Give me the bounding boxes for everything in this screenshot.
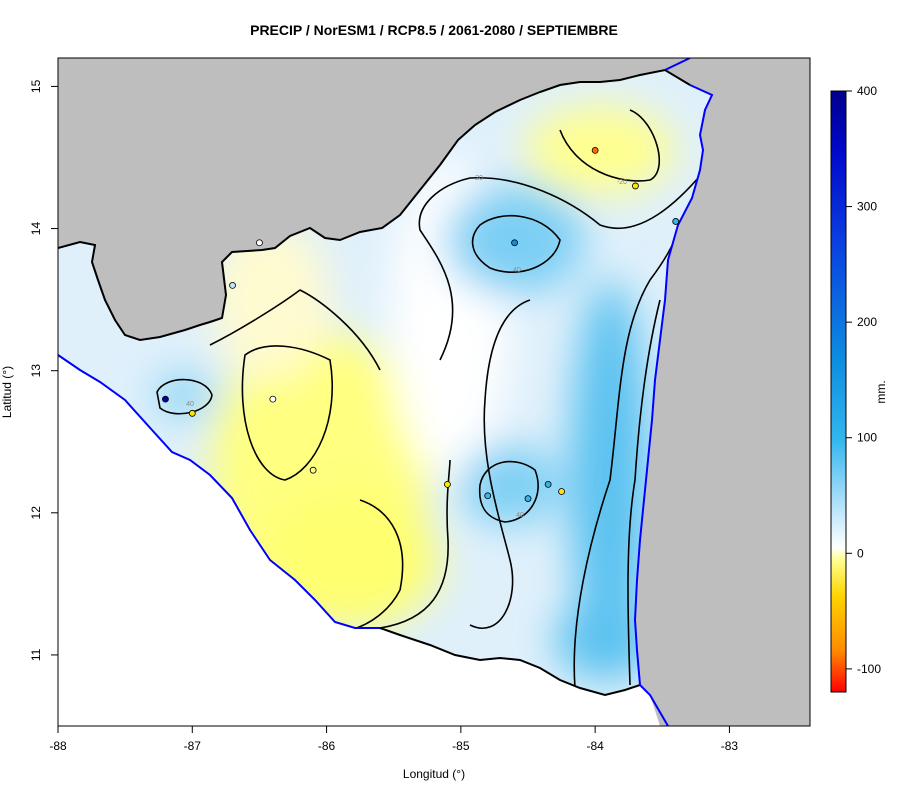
x-tick-label: -83	[721, 739, 739, 753]
map-panel: 20 -20 40 40 40	[58, 58, 810, 726]
colorbar-tick-label: 100	[857, 431, 877, 445]
station-point	[544, 480, 552, 488]
station-points	[162, 146, 680, 502]
contour-label: -20	[617, 179, 627, 186]
contour-label: 40	[186, 401, 194, 408]
station-point	[484, 492, 492, 500]
colorbar-label: mm.	[874, 380, 888, 403]
contour-label: 40	[513, 267, 521, 274]
x-axis: -88 -87 -86 -85 -84 -83	[49, 725, 810, 753]
station-point	[188, 409, 196, 417]
colorbar: 400 300 200 100 0 -100 mm.	[830, 84, 888, 693]
northern-border	[58, 68, 691, 342]
x-tick-label: -87	[184, 739, 202, 753]
station-point	[162, 395, 169, 403]
station-point	[511, 239, 518, 247]
station-point	[591, 146, 599, 154]
x-tick-label: -85	[452, 739, 470, 753]
pacific-coast	[58, 354, 380, 629]
colorbar-gradient	[830, 90, 847, 693]
station-point	[256, 239, 263, 247]
x-tick-label: -88	[49, 739, 67, 753]
colorbar-tick-label: 200	[857, 315, 877, 329]
station-point	[444, 480, 451, 488]
chart-title: PRECIP / NorESM1 / RCP8.5 / 2061-2080 / …	[250, 22, 618, 38]
caribbean-coast	[633, 84, 714, 726]
y-tick-label: 13	[29, 364, 43, 378]
y-tick-label: 15	[29, 79, 43, 93]
y-tick-label: 14	[29, 222, 43, 236]
station-point	[672, 218, 680, 225]
contour-label: 40	[516, 512, 524, 519]
y-tick-label: 12	[29, 506, 43, 520]
station-point	[558, 488, 565, 495]
contour-lines	[156, 109, 706, 689]
station-point	[632, 182, 639, 190]
x-tick-label: -84	[586, 739, 604, 753]
y-tick-label: 11	[29, 648, 43, 661]
station-point	[524, 495, 532, 502]
contour-label: 20	[475, 175, 483, 182]
station-point	[309, 466, 317, 474]
x-axis-label: Longitud (°)	[403, 767, 465, 781]
colorbar-tick-label: 300	[857, 200, 877, 214]
southern-border	[379, 627, 641, 697]
colorbar-tick-label: 0	[857, 546, 864, 560]
y-axis-label: Latitud (°)	[0, 366, 14, 418]
y-axis: 11 12 13 14 15	[29, 79, 58, 661]
station-point	[229, 282, 236, 289]
colorbar-tick-label: 400	[857, 84, 877, 98]
station-point	[269, 395, 277, 403]
pacific-ocean	[58, 355, 660, 726]
colorbar-tick-label: -100	[857, 662, 881, 676]
x-tick-label: -86	[318, 739, 336, 753]
